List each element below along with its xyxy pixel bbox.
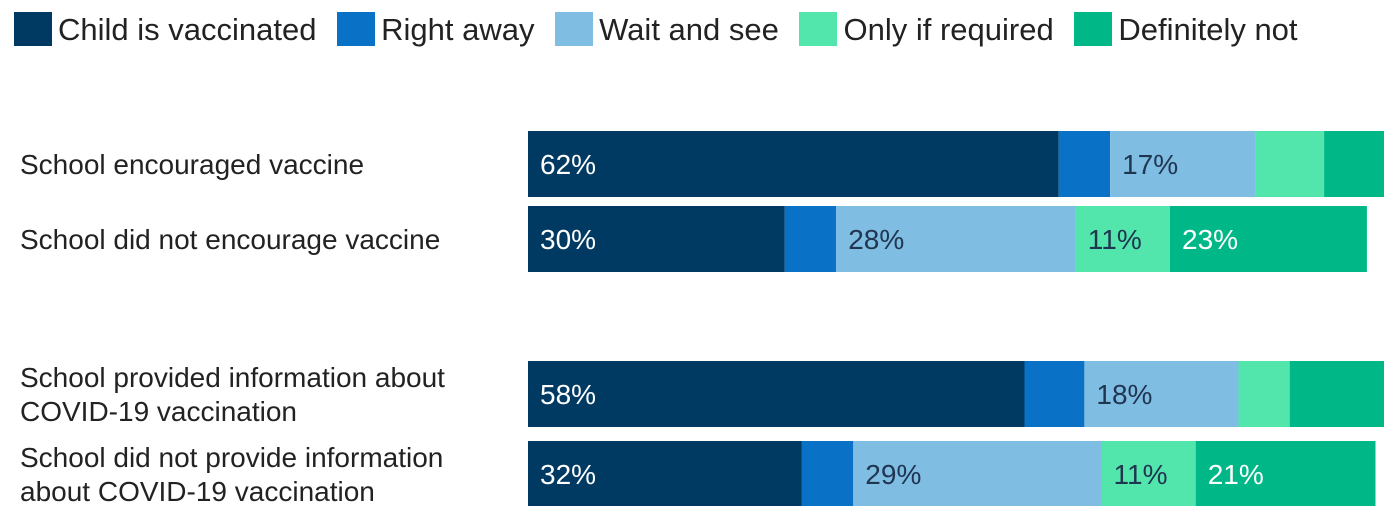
bar-segment	[801, 441, 854, 506]
legend-item: Child is vaccinated	[14, 12, 316, 47]
data-label: 11%	[1088, 224, 1142, 255]
data-label: 17%	[1122, 149, 1178, 180]
bar-segment	[1289, 361, 1384, 427]
data-label: 30%	[540, 224, 596, 255]
data-label: 62%	[540, 149, 596, 180]
bar-segment	[1170, 206, 1367, 272]
data-label: 29%	[865, 459, 921, 490]
data-label: 58%	[540, 379, 596, 410]
category-label: School did not encourage vaccine	[20, 224, 440, 255]
category-label: School provided information about COVID-1…	[20, 362, 445, 427]
bar-segment	[1084, 361, 1239, 427]
bar-segment	[1024, 361, 1085, 427]
data-label: 28%	[848, 224, 904, 255]
legend-swatch	[14, 12, 52, 46]
bar-segment	[784, 206, 837, 272]
bar-segment	[853, 441, 1102, 506]
legend-item: Wait and see	[555, 12, 779, 47]
bar-segment	[1238, 361, 1290, 427]
chart-legend: Child is vaccinated Right away Wait and …	[14, 8, 1384, 52]
bar-segment	[528, 441, 802, 506]
bar-segment	[528, 361, 1025, 427]
bar-segment	[1255, 131, 1325, 197]
bar-segment	[528, 206, 785, 272]
data-label: 32%	[540, 459, 596, 490]
bar-segment	[528, 131, 1059, 197]
bar-segment	[1101, 441, 1196, 506]
data-label: 18%	[1096, 379, 1152, 410]
legend-item: Only if required	[799, 12, 1054, 47]
legend-label: Right away	[381, 12, 535, 47]
category-label: School did not provide information about …	[20, 442, 443, 506]
legend-item: Right away	[337, 12, 534, 47]
data-label: 11%	[1114, 459, 1168, 490]
legend-swatch	[799, 12, 838, 46]
legend-swatch	[1074, 12, 1113, 46]
data-label: 23%	[1182, 224, 1238, 255]
legend-label: Definitely not	[1118, 12, 1298, 47]
legend-label: Only if required	[843, 12, 1054, 47]
bar-segment	[1324, 131, 1384, 197]
bar-segment	[1110, 131, 1256, 197]
legend-label: Child is vaccinated	[58, 12, 317, 47]
bar-segment	[1058, 131, 1111, 197]
category-label: School encouraged vaccine	[20, 149, 364, 180]
legend-swatch	[555, 12, 594, 46]
legend-item: Definitely not	[1074, 12, 1298, 47]
bar-segment	[1195, 441, 1376, 506]
legend-label: Wait and see	[599, 12, 779, 47]
legend-swatch	[337, 12, 376, 46]
bar-segment	[836, 206, 1076, 272]
bar-segment	[1075, 206, 1170, 272]
data-label: 21%	[1208, 459, 1264, 490]
